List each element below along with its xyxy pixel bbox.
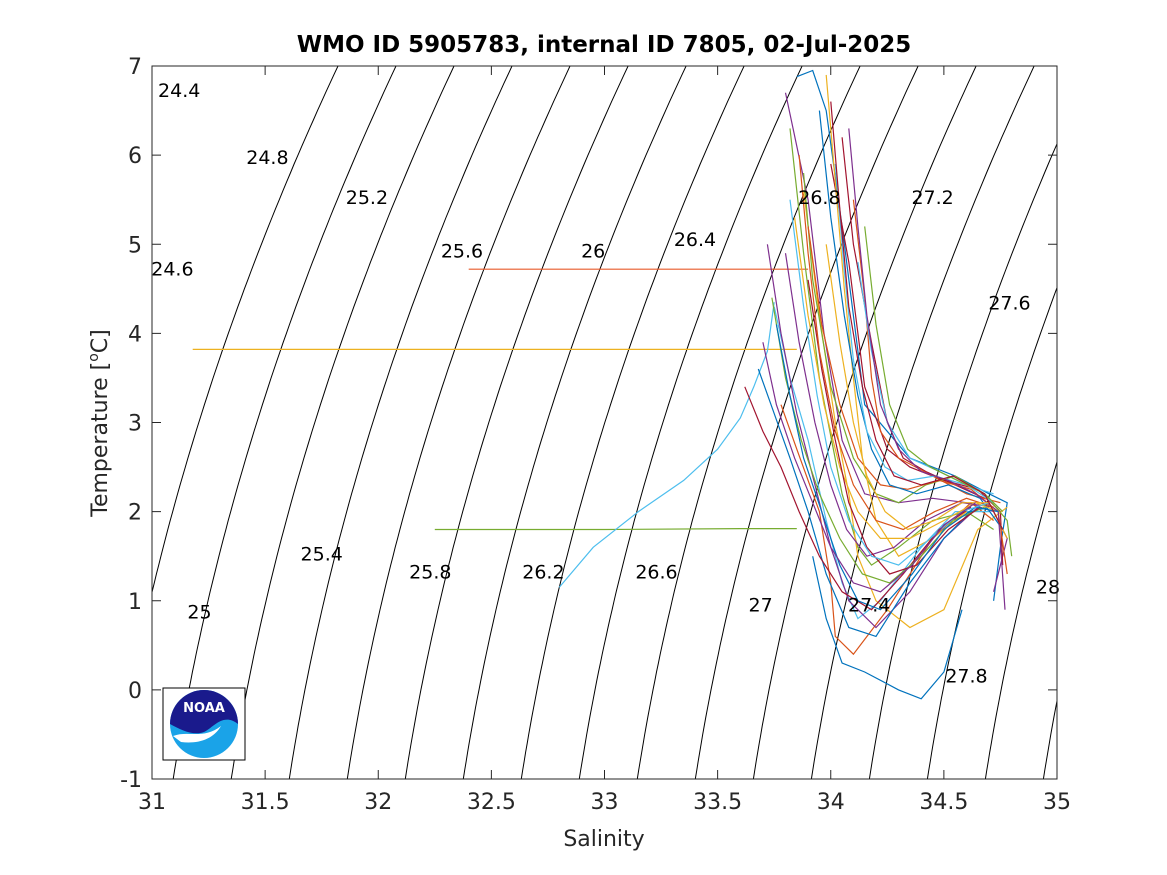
y-tick-label: 7: [128, 55, 142, 80]
y-axis-ticks: -1 0 1 2 3 4 5 6 7: [120, 55, 1057, 793]
profile-line: [558, 302, 775, 588]
profile-line: [757, 368, 990, 638]
logo-top: [170, 690, 238, 734]
profile-line: [762, 342, 976, 593]
isopycnal-line: [520, 66, 745, 779]
isopycnal-line: [636, 66, 861, 779]
isopycnal-label: 25: [187, 602, 211, 624]
isopycnal-label: 24.8: [246, 147, 288, 169]
isopycnal-label: 24.4: [158, 80, 200, 102]
x-tick-label: 31: [138, 790, 166, 815]
profile-line: [818, 110, 1004, 530]
profile-line: [434, 528, 797, 531]
x-tick-label: 34.5: [919, 790, 968, 815]
y-axis-label-main: Temperature [: [88, 362, 113, 518]
profile-line: [766, 244, 979, 629]
y-tick-label: 4: [128, 322, 142, 347]
isopycnal-label: 26.4: [674, 229, 716, 251]
isopycnal-label: 27.8: [945, 666, 987, 688]
isopycnal-line: [810, 66, 1035, 779]
isopycnal-label: 24.6: [151, 258, 193, 280]
isopycnal-label: 25.6: [441, 241, 483, 263]
x-tick-label: 34: [817, 790, 845, 815]
profile-line: [784, 253, 994, 557]
isopycnal-line: [984, 460, 1057, 779]
isopycnal-label: 27: [749, 594, 773, 616]
profile-line: [834, 163, 994, 504]
y-tick-label: -1: [120, 768, 142, 793]
chart-title: WMO ID 5905783, internal ID 7805, 02-Jul…: [297, 32, 912, 58]
profile-line: [794, 217, 999, 539]
isopycnal-label: 26.2: [522, 562, 564, 584]
profile-line: [744, 386, 972, 611]
profile-line: [807, 279, 981, 575]
isopycnal-line: [288, 66, 513, 779]
isopycnal-line: [230, 66, 455, 779]
profile-line: [812, 556, 963, 700]
isopycnal-label: 28: [1036, 577, 1060, 599]
x-tick-label: 31.5: [241, 790, 290, 815]
isopycnal-label: 26: [581, 241, 605, 263]
x-tick-label: 33: [591, 790, 619, 815]
isopycnal-label: 27.2: [911, 187, 953, 209]
isopycnal-line: [926, 286, 1057, 779]
x-tick-label: 32: [364, 790, 392, 815]
isopycnal-label: 26.6: [635, 562, 677, 584]
profile-line: [789, 199, 990, 566]
y-tick-label: 2: [128, 501, 142, 526]
y-axis-label-sup: o: [86, 353, 102, 362]
isopycnal-line: [752, 66, 977, 779]
isopycnal-label: 25.8: [409, 562, 451, 584]
isopycnal-line: [152, 66, 339, 595]
isopycnal-line: [462, 66, 687, 779]
x-tick-label: 33.5: [693, 790, 742, 815]
profile-line: [775, 324, 999, 611]
y-axis-label: Temperature [oC]: [86, 329, 113, 517]
logo-wave: [173, 726, 221, 743]
isopycnal-label: 25.4: [301, 544, 343, 566]
profile-series: [192, 69, 1013, 700]
isopycnal-label: 27.4: [848, 594, 890, 616]
profile-line: [803, 172, 1013, 557]
logo-text: NOAA: [183, 701, 225, 716]
profile-line: [798, 155, 994, 531]
x-axis-label: Salinity: [563, 827, 644, 852]
isopycnal-line: [172, 66, 397, 779]
y-tick-label: 1: [128, 590, 142, 615]
y-tick-label: 6: [128, 144, 142, 169]
y-axis-label-end: C]: [88, 329, 113, 353]
profile-line: [830, 101, 1004, 530]
y-tick-label: 0: [128, 679, 142, 704]
isopycnal-lines: [152, 66, 1057, 779]
x-tick-label: 35: [1043, 790, 1071, 815]
isopycnal-label: 27.6: [988, 292, 1030, 314]
isopycnal-line: [404, 66, 629, 779]
profile-line: [773, 306, 990, 620]
x-tick-label: 32.5: [467, 790, 516, 815]
isopycnal-line: [868, 142, 1057, 779]
y-tick-label: 5: [128, 233, 142, 258]
y-tick-label: 3: [128, 412, 142, 437]
isopycnal-label: 25.2: [346, 187, 388, 209]
profile-line: [789, 128, 994, 566]
isopycnal-line: [578, 66, 803, 779]
noaa-logo: NOAA: [162, 687, 246, 761]
isopycnal-labels: 24.4 24.6 24.8 25 25.2 25.4 25.6 25.8 26 26.2 26.4…: [151, 80, 1060, 688]
isopycnal-line: [346, 66, 571, 779]
isopycnal-label: 26.8: [798, 187, 840, 209]
isopycnal-line: [694, 66, 919, 779]
x-axis-ticks: 31 31.5 32 32.5 33 33.5 34 34.5 35: [138, 66, 1071, 815]
